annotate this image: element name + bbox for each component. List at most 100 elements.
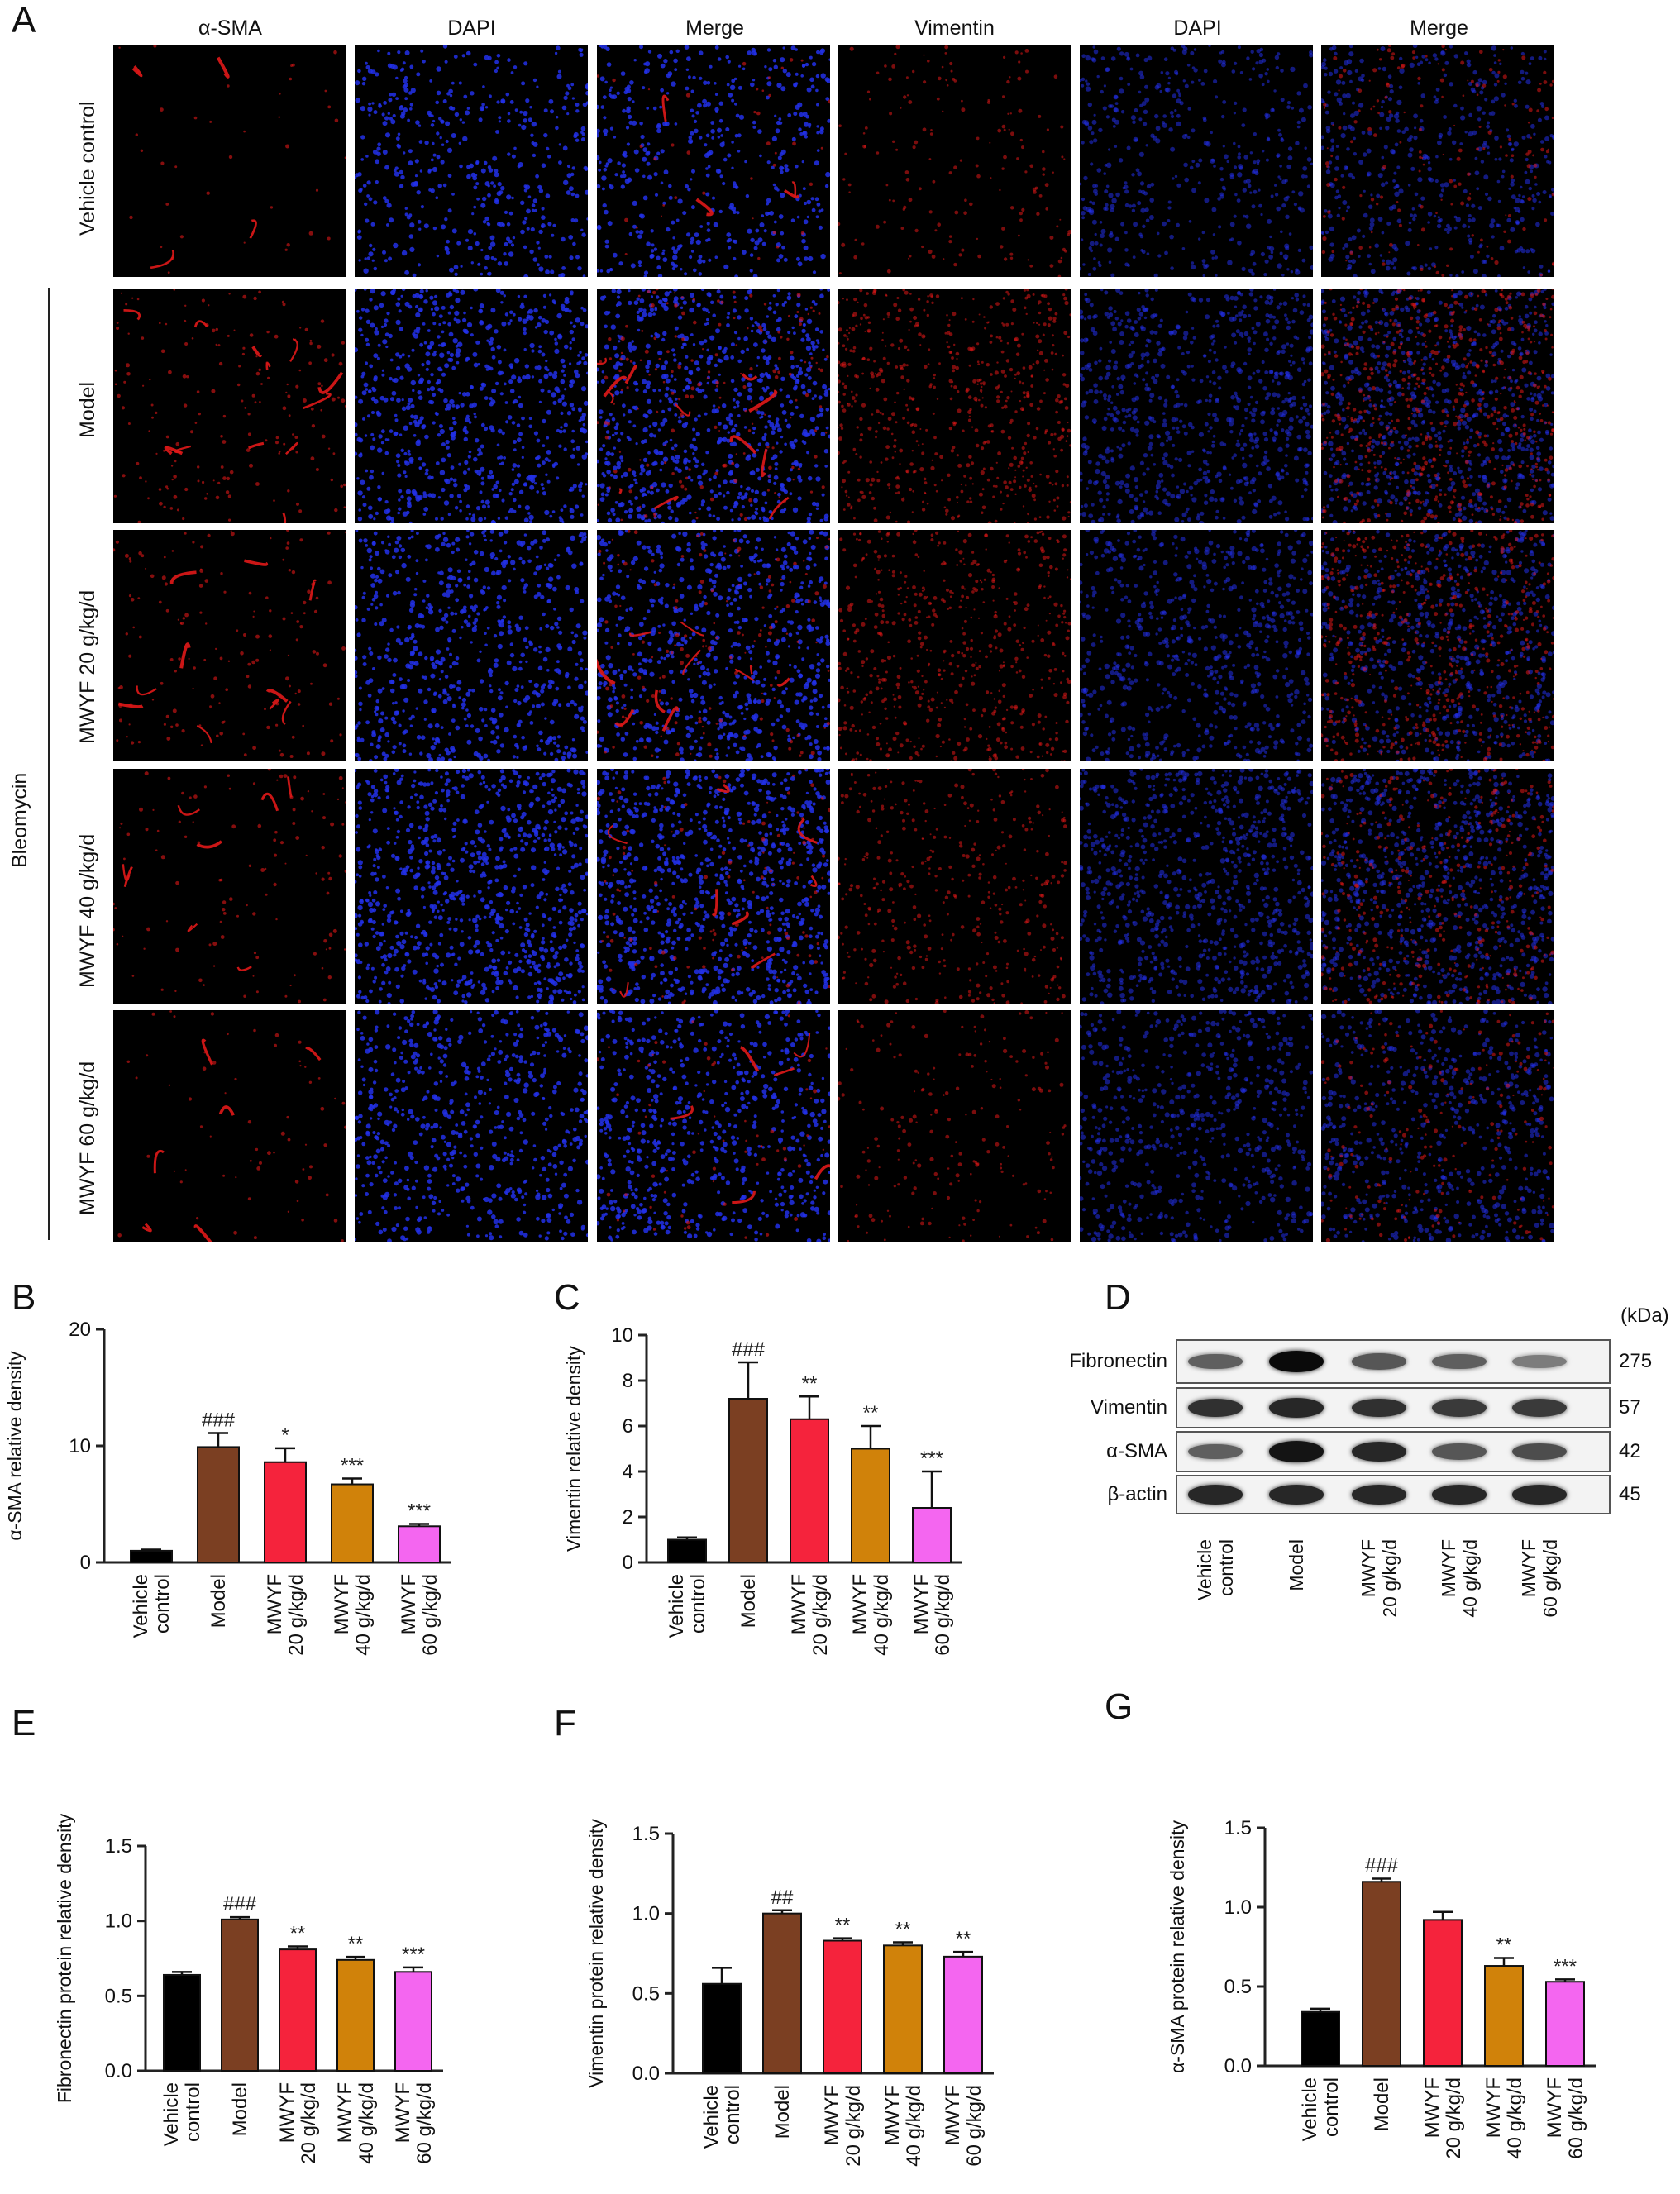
bar-mwyf20 <box>279 1948 317 2072</box>
y-axis-label: α-SMA relative density <box>4 1351 26 1541</box>
row-label-vehicle: Vehicle control <box>76 101 99 236</box>
y-tick-label: 6 <box>623 1415 633 1438</box>
x-tick-label: MWYF 20 g/kg/d <box>788 1574 832 1656</box>
bar-model <box>221 1918 259 2072</box>
significance-label: *** <box>408 1500 431 1522</box>
wb-band <box>1352 1485 1406 1505</box>
x-tick-label-line: MWYF <box>849 1574 871 1634</box>
significance-label: ** <box>956 1928 971 1950</box>
x-tick-label-line: MWYF <box>788 1574 810 1634</box>
x-tick-label-line: control <box>182 2082 204 2142</box>
x-tick-label: MWYF 60 g/kg/d <box>910 1574 954 1656</box>
panel-b-letter: B <box>12 1277 36 1318</box>
micrograph-r1-c6 <box>1321 45 1554 277</box>
row-label-mwyf60: MWYF 60 g/kg/d <box>76 1061 99 1215</box>
row-label-mwyf20: MWYF 20 g/kg/d <box>76 589 99 744</box>
panel-e-letter: E <box>12 1703 36 1743</box>
y-tick-label: 0.5 <box>632 1982 660 2005</box>
wb-protein-label: Vimentin <box>1091 1396 1167 1419</box>
x-tick-label: Model <box>737 1574 760 1628</box>
x-tick-label-line: MWYF <box>276 2082 298 2143</box>
x-tick-label-line: MWYF <box>392 2082 414 2143</box>
significance-label: *** <box>402 1944 425 1966</box>
wb-band <box>1352 1398 1406 1418</box>
x-tick-label-line: 40 g/kg/d <box>352 1574 375 1656</box>
x-tick-label: MWYF 40 g/kg/d <box>334 2082 378 2164</box>
y-tick-label: 4 <box>623 1461 633 1483</box>
significance-label: * <box>281 1424 289 1447</box>
column-header-asma: α-SMA <box>198 17 262 40</box>
bar-model <box>1362 1881 1401 2067</box>
x-tick-label-line: Model <box>208 1574 230 1628</box>
x-tick-label-line: 40 g/kg/d <box>871 1574 893 1656</box>
micrograph-r3-c3 <box>597 530 830 761</box>
column-header-merge-2: Merge <box>1410 17 1468 40</box>
y-tick-label: 0 <box>80 1552 91 1574</box>
x-tick-label: Vehicle control <box>160 2082 204 2146</box>
x-tick-label-line: MWYF <box>1421 2077 1444 2138</box>
micrograph-r5-c6 <box>1321 1010 1554 1242</box>
significance-label: ** <box>863 1402 879 1424</box>
micrograph-r4-c5 <box>1080 769 1313 1004</box>
significance-label: ## <box>771 1886 794 1909</box>
x-tick-label-line: Vehicle <box>700 2085 723 2149</box>
wb-band <box>1432 1353 1487 1370</box>
bar-mwyf60 <box>1545 1981 1585 2067</box>
bar-mwyf60 <box>943 1955 983 2074</box>
y-tick-label: 1.5 <box>632 1823 660 1845</box>
x-tick-label-line: 20 g/kg/d <box>842 2085 865 2167</box>
x-tick-label: MWYF 40 g/kg/d <box>1482 2077 1526 2159</box>
micrograph-r4-c3 <box>597 769 830 1004</box>
x-tick-label-line: Vehicle <box>160 2082 183 2146</box>
x-tick-label-line: 40 g/kg/d <box>903 2085 925 2167</box>
bar-mwyf40 <box>851 1448 890 1563</box>
x-tick-label-line: MWYF <box>881 2085 904 2145</box>
x-tick-label-line: MWYF <box>264 1574 286 1634</box>
y-tick-label: 0.0 <box>105 2060 132 2082</box>
micrograph-r2-c3 <box>597 289 830 523</box>
wb-band <box>1188 1398 1243 1418</box>
micrograph-r4-c1 <box>113 769 346 1004</box>
wb-kda-value: 42 <box>1619 1440 1641 1462</box>
bar-model <box>197 1446 240 1563</box>
bar-vehicle <box>1301 2010 1340 2067</box>
micrograph-r1-c4 <box>838 45 1071 277</box>
x-tick-label-line: MWYF <box>334 2082 356 2143</box>
row-label-model: Model <box>76 381 99 438</box>
x-tick-label-line: Model <box>771 2085 794 2139</box>
x-tick-label: Vehicle control <box>130 1574 174 1638</box>
wb-kda-value: 275 <box>1619 1350 1653 1372</box>
micrograph-r1-c2 <box>355 45 588 277</box>
panel-f-letter: F <box>554 1703 576 1743</box>
column-header-dapi-2: DAPI <box>1173 17 1222 40</box>
column-header-dapi-1: DAPI <box>447 17 496 40</box>
wb-protein-label: Fibronectin <box>1069 1350 1167 1372</box>
y-tick-label: 0.0 <box>1224 2055 1252 2077</box>
y-axis-label: Vimentin protein relative density <box>585 1819 607 2088</box>
y-tick-label: 1.5 <box>1224 1817 1252 1839</box>
micrograph-r2-c1 <box>113 289 346 523</box>
x-tick-label: Vehicle control <box>1299 2077 1343 2141</box>
wb-lane-label: MWYF 60 g/kg/d <box>1518 1539 1561 1618</box>
micrograph-r5-c4 <box>838 1010 1071 1242</box>
bar-mwyf20 <box>823 1939 862 2074</box>
x-tick-label-line: 20 g/kg/d <box>298 2082 320 2164</box>
x-tick-label: Model <box>229 2082 251 2136</box>
significance-label: ** <box>1496 1934 1512 1956</box>
y-tick-label: 0.5 <box>105 1985 132 2007</box>
y-tick-label: 1.0 <box>1224 1896 1252 1919</box>
y-tick-label: 20 <box>69 1319 91 1341</box>
panel-c-letter: C <box>554 1277 580 1318</box>
micrograph-r5-c5 <box>1080 1010 1313 1242</box>
micrograph-r5-c2 <box>355 1010 588 1242</box>
wb-band <box>1432 1443 1487 1460</box>
y-axis-label: Vimentin relative density <box>563 1346 585 1552</box>
x-tick-label-line: 60 g/kg/d <box>963 2085 986 2167</box>
bar-mwyf40 <box>331 1483 374 1563</box>
x-tick-label-line: 60 g/kg/d <box>1565 2077 1587 2159</box>
x-tick-label: Model <box>208 1574 230 1628</box>
wb-protein-label: α-SMA <box>1106 1440 1167 1462</box>
y-axis-label: Fibronectin protein relative density <box>54 1813 75 2103</box>
x-tick-label-line: 20 g/kg/d <box>809 1574 832 1656</box>
significance-label: ** <box>895 1918 911 1940</box>
